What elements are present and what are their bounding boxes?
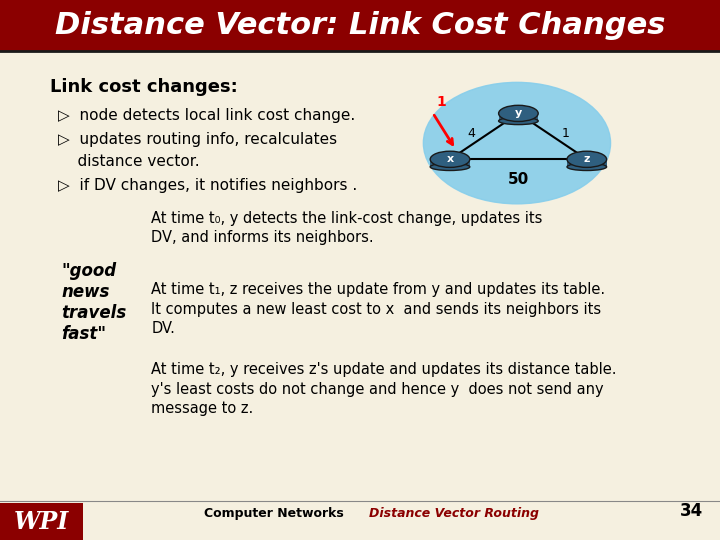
Text: ▷  node detects local link cost change.: ▷ node detects local link cost change. bbox=[58, 108, 355, 123]
Ellipse shape bbox=[431, 151, 470, 167]
Text: x: x bbox=[446, 154, 454, 164]
Text: WPI: WPI bbox=[14, 510, 68, 534]
Bar bbox=[431, 159, 470, 167]
Text: ▷  updates routing info, recalculates: ▷ updates routing info, recalculates bbox=[58, 132, 337, 147]
Bar bbox=[567, 159, 606, 167]
Ellipse shape bbox=[498, 105, 538, 122]
Text: Computer Networks: Computer Networks bbox=[204, 507, 343, 520]
Text: Link cost changes:: Link cost changes: bbox=[50, 78, 238, 96]
Text: Distance Vector Routing: Distance Vector Routing bbox=[369, 507, 539, 520]
Text: z: z bbox=[584, 154, 590, 164]
Ellipse shape bbox=[423, 82, 611, 204]
Text: "good
news
travels
fast": "good news travels fast" bbox=[61, 262, 127, 342]
Text: At time t₀, y detects the link-cost change, updates its
DV, and informs its neig: At time t₀, y detects the link-cost chan… bbox=[151, 211, 543, 245]
Text: 34: 34 bbox=[680, 502, 703, 520]
Ellipse shape bbox=[567, 151, 606, 167]
Text: At time t₂, y receives z's update and updates its distance table.
y's least cost: At time t₂, y receives z's update and up… bbox=[151, 362, 617, 416]
FancyBboxPatch shape bbox=[0, 503, 83, 540]
Text: At time t₁, z receives the update from y and updates its table.
It computes a ne: At time t₁, z receives the update from y… bbox=[151, 282, 606, 336]
Text: 1: 1 bbox=[436, 94, 446, 109]
Text: 4: 4 bbox=[467, 127, 475, 140]
Ellipse shape bbox=[431, 163, 470, 171]
Text: y: y bbox=[515, 109, 522, 118]
FancyBboxPatch shape bbox=[0, 0, 720, 51]
Ellipse shape bbox=[498, 117, 538, 125]
Ellipse shape bbox=[567, 163, 606, 171]
Text: Distance Vector: Link Cost Changes: Distance Vector: Link Cost Changes bbox=[55, 11, 665, 40]
Text: 50: 50 bbox=[508, 172, 529, 187]
Bar bbox=[498, 113, 539, 121]
Text: ▷  if DV changes, it notifies neighbors .: ▷ if DV changes, it notifies neighbors . bbox=[58, 178, 357, 193]
Text: 1: 1 bbox=[562, 127, 570, 140]
Text: distance vector.: distance vector. bbox=[58, 154, 199, 169]
